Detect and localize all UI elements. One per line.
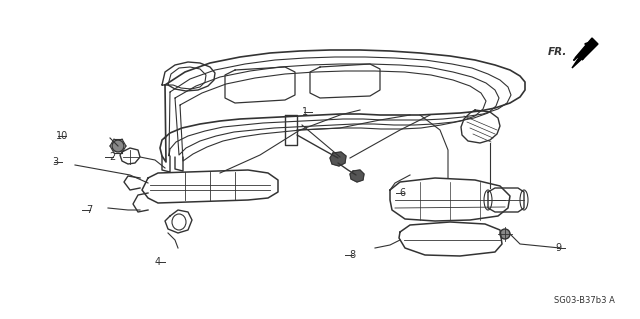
Circle shape [500,229,510,239]
Polygon shape [572,38,598,68]
Text: 3: 3 [52,157,58,167]
Text: 7: 7 [86,205,92,215]
Text: 8: 8 [349,250,355,260]
Text: SG03-B37b3 A: SG03-B37b3 A [554,296,615,305]
Polygon shape [350,170,364,182]
Circle shape [112,140,124,152]
Text: 9: 9 [555,243,561,253]
Text: 1: 1 [302,107,308,117]
Text: 6: 6 [400,188,406,198]
Text: 2: 2 [109,152,115,162]
Polygon shape [330,152,346,166]
Text: FR.: FR. [548,47,568,57]
Text: 4: 4 [155,257,161,267]
Text: 10: 10 [56,131,68,141]
